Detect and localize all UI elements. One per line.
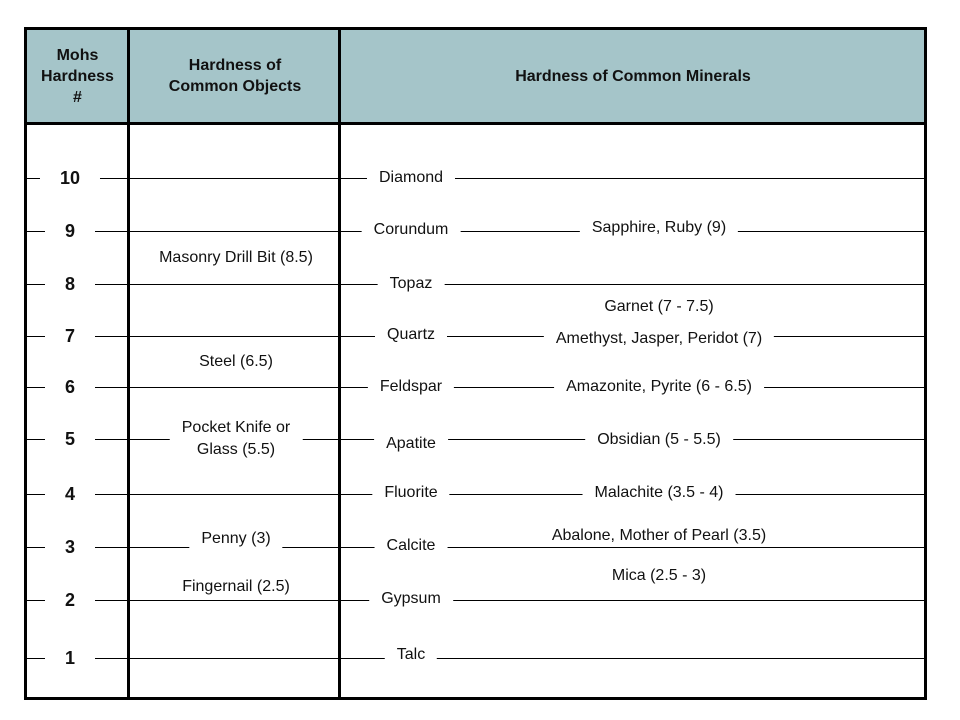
gem-mineral-label: Amazonite, Pyrite (6 - 6.5): [554, 376, 764, 398]
table-frame: [24, 27, 927, 700]
scale-line-1: [24, 658, 924, 659]
scale-line-10: [24, 178, 924, 179]
column-divider: [127, 30, 130, 697]
mineral-label: Apatite: [374, 433, 448, 455]
scale-line-3: [24, 547, 924, 548]
header-common-objects: Hardness of Common Objects: [168, 57, 302, 95]
gem-mineral-label: Garnet (7 - 7.5): [592, 296, 726, 318]
mineral-label: Feldspar: [367, 376, 455, 398]
object-label: Pocket Knife or Glass (5.5): [169, 417, 303, 461]
header-mohs-number: Mohs Hardness #: [41, 46, 114, 106]
scale-line-8: [24, 284, 924, 285]
hardness-number: 9: [44, 220, 96, 242]
scale-line-4: [24, 494, 924, 495]
table-header: [27, 30, 924, 125]
scale-line-7: [24, 336, 924, 337]
gem-mineral-label: Obsidian (5 - 5.5): [585, 429, 733, 451]
gem-mineral-label: Malachite (3.5 - 4): [582, 482, 736, 504]
gem-mineral-label: Mica (2.5 - 3): [599, 565, 719, 587]
hardness-number: 5: [44, 428, 96, 450]
mineral-label: Topaz: [377, 273, 445, 295]
mineral-label: Calcite: [374, 535, 448, 557]
mineral-label: Fluorite: [372, 482, 450, 504]
gem-mineral-label: Abalone, Mother of Pearl (3.5): [539, 525, 779, 547]
object-label: Masonry Drill Bit (8.5): [147, 247, 325, 269]
scale-line-5: [24, 439, 924, 440]
mineral-label: Corundum: [361, 219, 461, 241]
scale-line-9: [24, 231, 924, 232]
hardness-number: 6: [44, 376, 96, 398]
header-common-minerals: Hardness of Common Minerals: [515, 67, 751, 85]
gem-mineral-label: Amethyst, Jasper, Peridot (7): [543, 328, 775, 350]
hardness-number: 1: [44, 647, 96, 669]
gem-mineral-label: Sapphire, Ruby (9): [579, 217, 739, 239]
mineral-label: Gypsum: [369, 588, 453, 610]
hardness-number: 7: [44, 325, 96, 347]
column-divider: [338, 30, 341, 697]
object-label: Fingernail (2.5): [170, 576, 302, 598]
hardness-number: 2: [44, 589, 96, 611]
object-label: Penny (3): [189, 528, 283, 550]
object-label: Steel (6.5): [187, 351, 285, 373]
hardness-number: 10: [39, 167, 101, 189]
mineral-label: Quartz: [374, 324, 448, 346]
scale-line-6: [24, 387, 924, 388]
mineral-label: Diamond: [366, 167, 456, 189]
hardness-number: 4: [44, 483, 96, 505]
mineral-label: Talc: [384, 644, 438, 666]
hardness-number: 3: [44, 536, 96, 558]
hardness-number: 8: [44, 273, 96, 295]
scale-line-2: [24, 600, 924, 601]
